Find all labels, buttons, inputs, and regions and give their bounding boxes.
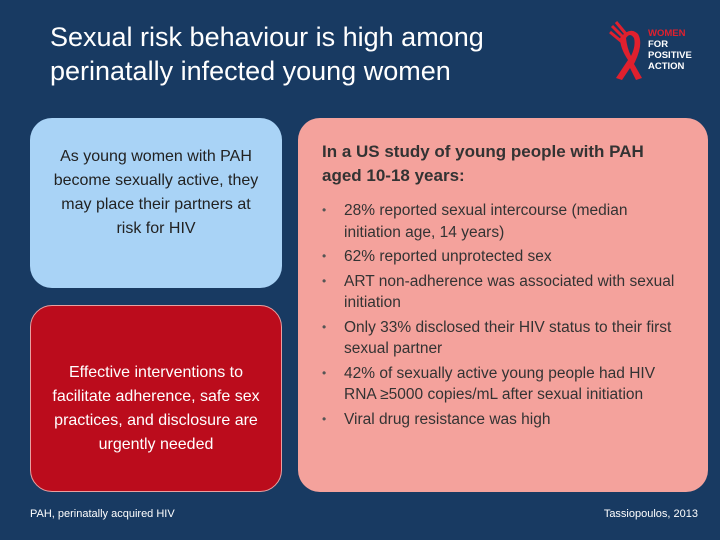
bullet: 28% reported sexual intercourse (median … <box>322 200 680 243</box>
slide-title: Sexual risk behaviour is high among peri… <box>50 22 484 86</box>
logo-text: WOMEN FOR POSITIVE ACTION <box>648 28 692 72</box>
logo-line: ACTION <box>648 61 685 72</box>
study-box: In a US study of young people with PAH a… <box>298 118 708 492</box>
logo-line: FOR <box>648 39 669 50</box>
logo-line: WOMEN <box>648 28 686 39</box>
info-box: As young women with PAH become sexually … <box>30 118 282 288</box>
logo-ribbon <box>609 21 642 80</box>
bullet: Only 33% disclosed their HIV status to t… <box>322 317 680 360</box>
box-text: Effective interventions to facilitate ad… <box>52 363 260 453</box>
citation: Tassiopoulos, 2013 <box>603 508 698 520</box>
logo-line: POSITIVE <box>648 50 692 61</box>
bullet: 42% of sexually active young people had … <box>322 363 680 406</box>
bullet: ART non-adherence was associated with se… <box>322 271 680 314</box>
footnote: PAH, perinatally acquired HIV <box>30 508 175 520</box>
bullet-list: 28% reported sexual intercourse (median … <box>322 200 680 430</box>
bullet: Viral drug resistance was high <box>322 409 680 431</box>
bullet: 62% reported unprotected sex <box>322 246 680 268</box>
call-to-action-box: Effective interventions to facilitate ad… <box>30 305 282 492</box>
box-text: As young women with PAH become sexually … <box>53 148 259 237</box>
study-heading: In a US study of young people with PAH a… <box>322 142 644 185</box>
